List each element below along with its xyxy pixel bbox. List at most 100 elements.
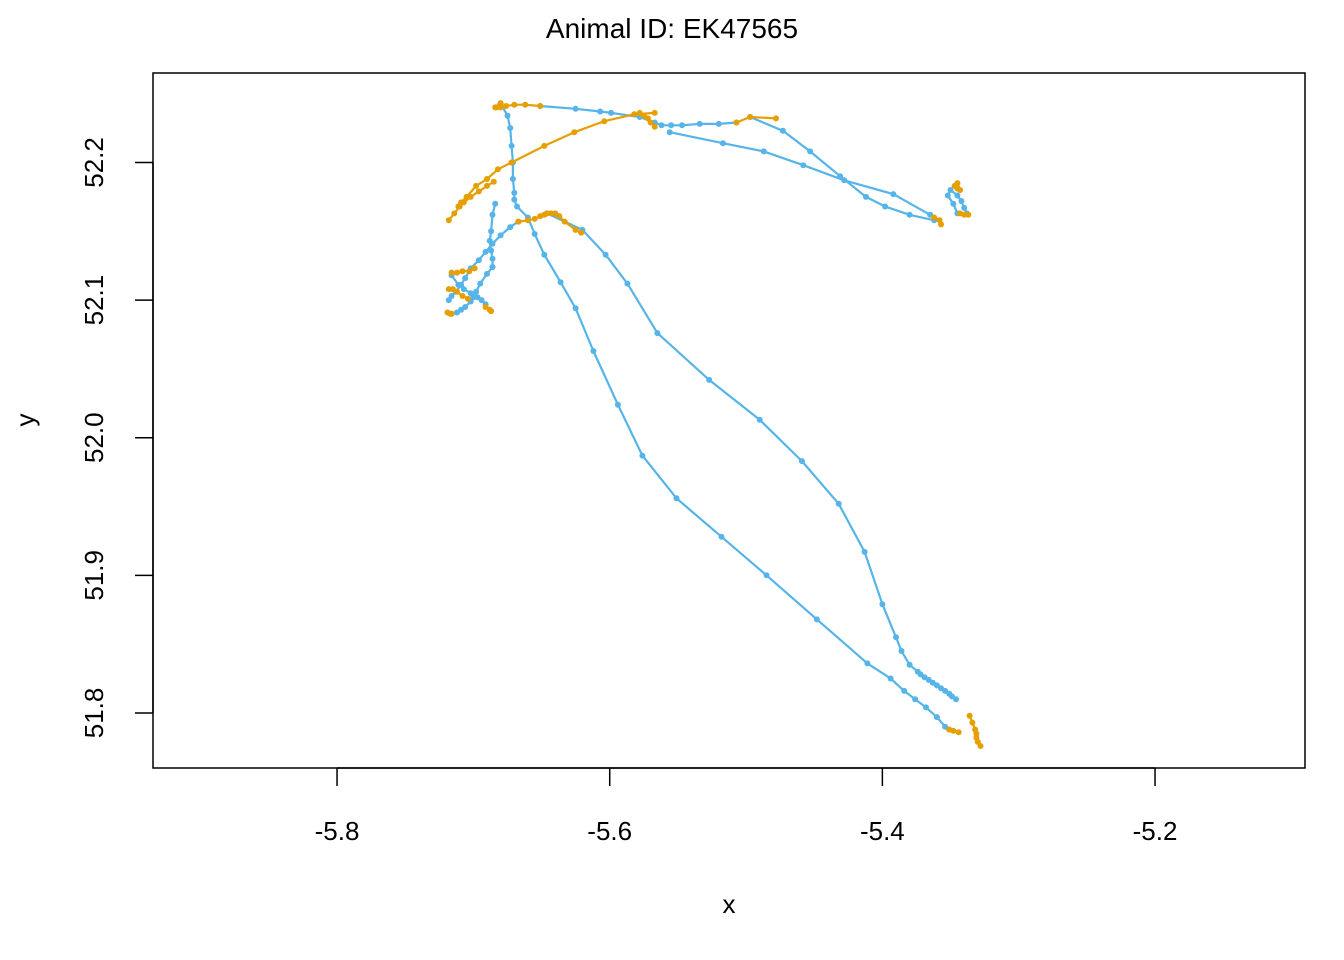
track-point [965, 211, 972, 218]
track-point [760, 148, 767, 155]
track-point [813, 616, 820, 623]
track-point [445, 297, 452, 304]
track-point [861, 548, 868, 555]
track-point [488, 247, 495, 254]
track-point [478, 297, 485, 304]
track-point [863, 193, 869, 200]
track-point [950, 200, 957, 207]
track-point [463, 193, 470, 200]
series-0 [445, 100, 970, 733]
track-point [773, 115, 779, 122]
y-axis: 51.8 51.9 52.0 52.1 52.2 [79, 137, 154, 739]
track-point [954, 192, 961, 199]
track-point [515, 218, 522, 225]
track-point [462, 275, 469, 282]
track-point [955, 729, 962, 736]
track-point [571, 129, 578, 136]
track-point [715, 120, 722, 127]
track-point [454, 309, 460, 316]
track-point [893, 634, 899, 641]
track-point [958, 198, 965, 204]
track-point [511, 196, 518, 203]
track-point [931, 214, 938, 221]
track-point [800, 162, 807, 169]
track-point [467, 290, 474, 297]
track-point [466, 268, 473, 275]
chart-title: Animal ID: EK47565 [546, 13, 798, 44]
track-point [454, 288, 460, 295]
track-point [548, 210, 555, 217]
track-point [490, 178, 497, 185]
track-point [944, 192, 951, 199]
track-point [503, 103, 510, 109]
track-point [492, 104, 499, 111]
track-point [459, 268, 466, 275]
series-1 [444, 100, 984, 749]
track-point [602, 251, 609, 258]
track-point [718, 533, 725, 540]
track-point [572, 305, 579, 312]
track-point [733, 119, 740, 126]
track-point [977, 743, 984, 749]
track-point [477, 280, 484, 287]
track-point [489, 255, 496, 262]
track-point [473, 182, 480, 189]
track-point [864, 660, 871, 667]
track-line [511, 111, 655, 164]
track-point [947, 187, 954, 193]
track-point [624, 280, 631, 287]
track-point [486, 237, 493, 244]
track-point [906, 211, 913, 218]
track-point [647, 119, 654, 126]
x-tick-label: -5.8 [315, 816, 360, 846]
track-point [482, 248, 489, 255]
track-point [668, 122, 675, 129]
track-point [639, 452, 646, 459]
track-line [447, 220, 520, 301]
track-point [841, 177, 848, 184]
track-point [973, 730, 980, 737]
track-point [601, 118, 608, 125]
track-line [540, 104, 737, 127]
track-point [448, 269, 455, 276]
track-point [541, 142, 548, 149]
track-point [933, 714, 940, 721]
track-point [614, 401, 621, 408]
track-point [747, 114, 754, 120]
track-point [961, 211, 968, 218]
track-point [473, 288, 480, 295]
track-point [460, 286, 467, 293]
track-point [484, 176, 490, 182]
track-point [779, 127, 786, 134]
track-point [798, 458, 805, 465]
track-point [719, 140, 726, 147]
track-point [763, 572, 770, 579]
x-tick-label: -5.6 [587, 816, 632, 846]
track-point [631, 111, 638, 118]
track-point [451, 210, 458, 217]
track-point [459, 293, 466, 299]
track-point [497, 232, 504, 239]
track-point [666, 129, 673, 136]
track-line [499, 102, 950, 731]
track-point [835, 500, 842, 507]
track-point [556, 213, 563, 220]
track-point [887, 675, 894, 682]
track-point [756, 416, 763, 423]
track-point [489, 264, 496, 270]
track-point [455, 281, 462, 288]
track-line [546, 212, 957, 701]
track-point [541, 251, 548, 258]
track-line [749, 115, 935, 222]
track-point [807, 148, 814, 155]
track-point [511, 189, 518, 196]
track-point [696, 120, 703, 127]
track-point [898, 648, 905, 654]
x-tick-label: -5.4 [860, 816, 905, 846]
track-point [572, 226, 579, 233]
track-point [901, 687, 908, 694]
track-point [448, 310, 455, 317]
y-tick-label: 52.2 [79, 137, 109, 188]
y-tick-label: 51.8 [79, 688, 109, 739]
track-point [957, 187, 964, 193]
